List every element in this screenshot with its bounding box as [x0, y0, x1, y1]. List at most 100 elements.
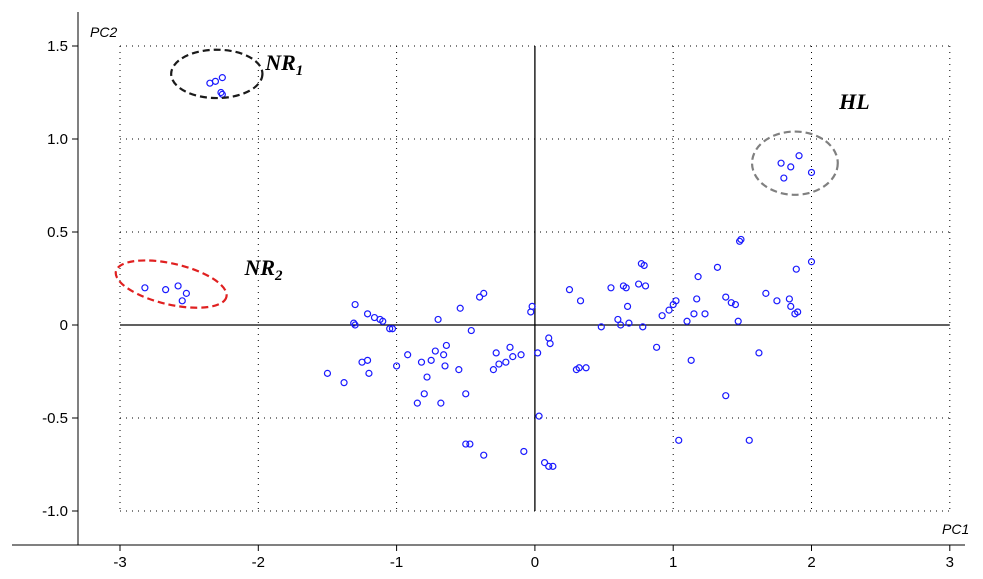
data-point	[807, 258, 816, 266]
data-point	[545, 462, 553, 470]
data-point	[462, 390, 470, 398]
data-point	[535, 412, 543, 420]
data-point	[351, 321, 359, 329]
x-tick-label: -3	[113, 554, 126, 571]
data-point	[427, 356, 435, 364]
data-point	[722, 392, 730, 400]
data-point	[675, 436, 683, 444]
y-tick-label: 0.5	[47, 224, 68, 241]
data-point	[211, 77, 220, 85]
data-point	[640, 261, 648, 270]
data-point	[182, 289, 190, 297]
data-point	[546, 340, 554, 348]
data-point	[597, 323, 605, 331]
y-tick-label: 0	[60, 317, 68, 334]
y-tick-label: -1.0	[42, 503, 68, 520]
data-point	[792, 265, 800, 273]
data-point	[722, 293, 730, 301]
data-point	[617, 321, 625, 329]
data-point	[794, 308, 802, 316]
data-point	[174, 282, 182, 290]
data-point	[520, 447, 528, 456]
data-point	[534, 349, 542, 357]
data-point	[441, 362, 449, 370]
axes	[12, 12, 965, 546]
data-point	[466, 440, 474, 448]
data-point	[509, 353, 517, 361]
data-points	[141, 74, 816, 470]
data-point	[323, 369, 332, 377]
data-point	[713, 263, 722, 271]
data-point	[622, 284, 630, 292]
data-point	[420, 390, 428, 398]
data-point	[351, 300, 359, 309]
cluster-label: NR2	[243, 255, 283, 284]
data-point	[218, 74, 226, 82]
data-point	[745, 436, 753, 444]
cluster-label: NR1	[264, 50, 303, 79]
data-point	[178, 297, 186, 305]
data-point	[506, 343, 514, 351]
data-point	[694, 273, 702, 281]
data-point	[217, 88, 225, 97]
data-point	[502, 358, 510, 366]
data-point	[141, 284, 149, 292]
data-point	[350, 319, 358, 327]
data-point	[693, 295, 701, 303]
data-point	[365, 369, 373, 377]
data-point	[687, 356, 695, 364]
cluster-label: HL	[838, 89, 870, 114]
data-point	[787, 163, 795, 171]
data-point	[388, 325, 397, 333]
data-point	[475, 293, 484, 301]
data-point	[340, 379, 348, 387]
data-point	[489, 366, 498, 374]
data-point	[780, 174, 788, 182]
data-point	[665, 306, 673, 314]
data-point	[417, 358, 426, 366]
cluster-ellipse	[170, 48, 264, 100]
data-point	[614, 315, 622, 324]
data-point	[467, 326, 475, 335]
data-point	[162, 286, 170, 294]
data-point	[495, 360, 503, 368]
data-point	[423, 373, 431, 381]
data-point	[413, 399, 421, 407]
cluster-annotations: NR1 HL NR2	[114, 48, 870, 309]
data-point	[762, 289, 770, 297]
data-point	[386, 325, 394, 333]
data-point	[218, 90, 226, 98]
data-point	[690, 310, 698, 318]
data-point	[575, 364, 583, 372]
data-point	[404, 351, 412, 359]
data-point	[440, 351, 448, 359]
data-point	[701, 310, 709, 318]
data-point	[734, 317, 742, 325]
y-axis-label: PC2	[90, 24, 117, 40]
data-point	[462, 440, 470, 448]
data-point	[731, 300, 740, 309]
data-point	[683, 317, 691, 325]
x-tick-label: -1	[390, 554, 403, 571]
x-tick-label: -2	[252, 554, 265, 571]
data-point	[393, 362, 401, 370]
tick-labels: -1.0 -0.5 0 0.5 1.0 1.5 -3 -2 -1 0 1 2 3	[42, 38, 954, 571]
data-point	[565, 286, 574, 294]
data-point	[517, 351, 525, 359]
data-point	[431, 347, 439, 355]
data-point	[672, 297, 680, 305]
cluster-ellipse	[114, 259, 228, 309]
x-tick-label: 3	[946, 554, 954, 571]
y-tick-label: -0.5	[42, 410, 68, 427]
data-point	[755, 349, 763, 357]
y-tick-label: 1.0	[47, 131, 68, 148]
data-point	[442, 341, 450, 350]
data-point	[807, 168, 816, 177]
data-point	[785, 295, 793, 303]
data-point	[773, 297, 781, 305]
x-tick-label: 1	[669, 554, 677, 571]
y-tick-label: 1.5	[47, 38, 68, 55]
data-point	[607, 284, 615, 292]
data-point	[379, 317, 387, 325]
data-point	[528, 302, 536, 310]
